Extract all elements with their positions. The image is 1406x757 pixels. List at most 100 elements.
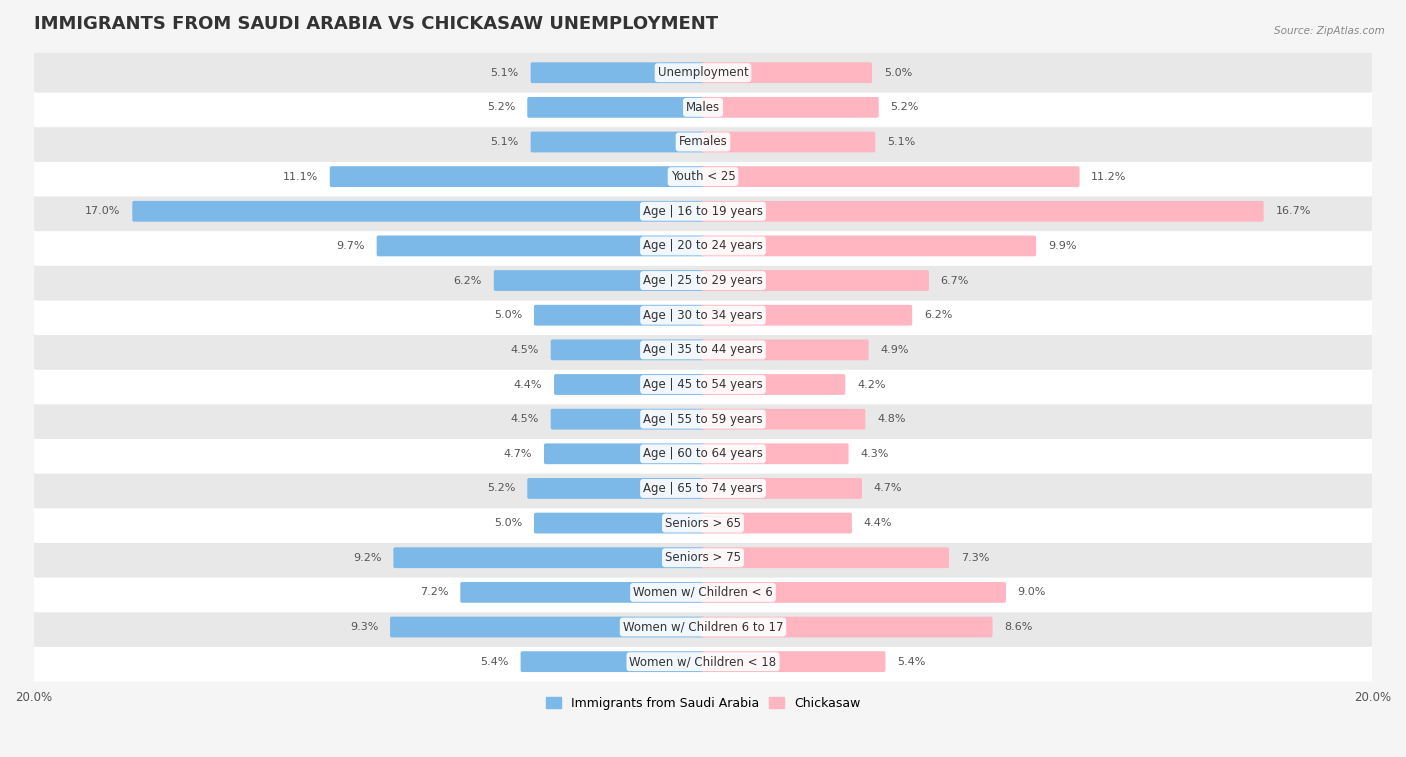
FancyBboxPatch shape xyxy=(32,330,1374,369)
FancyBboxPatch shape xyxy=(132,201,704,222)
FancyBboxPatch shape xyxy=(32,157,1374,197)
Text: 9.3%: 9.3% xyxy=(350,622,378,632)
FancyBboxPatch shape xyxy=(394,547,704,568)
FancyBboxPatch shape xyxy=(32,537,1374,578)
Text: 5.2%: 5.2% xyxy=(488,102,516,112)
FancyBboxPatch shape xyxy=(702,582,1005,603)
Text: Unemployment: Unemployment xyxy=(658,66,748,79)
Text: 8.6%: 8.6% xyxy=(1004,622,1032,632)
FancyBboxPatch shape xyxy=(702,547,949,568)
Text: 4.7%: 4.7% xyxy=(873,484,903,494)
FancyBboxPatch shape xyxy=(702,270,929,291)
FancyBboxPatch shape xyxy=(530,62,704,83)
Text: Age | 20 to 24 years: Age | 20 to 24 years xyxy=(643,239,763,252)
FancyBboxPatch shape xyxy=(32,469,1374,509)
Text: 6.2%: 6.2% xyxy=(924,310,952,320)
FancyBboxPatch shape xyxy=(551,409,704,429)
FancyBboxPatch shape xyxy=(530,132,704,152)
FancyBboxPatch shape xyxy=(32,260,1374,301)
Legend: Immigrants from Saudi Arabia, Chickasaw: Immigrants from Saudi Arabia, Chickasaw xyxy=(541,692,865,715)
Text: 9.0%: 9.0% xyxy=(1018,587,1046,597)
Text: 4.4%: 4.4% xyxy=(513,379,543,390)
Text: 5.0%: 5.0% xyxy=(494,518,522,528)
Text: Age | 30 to 34 years: Age | 30 to 34 years xyxy=(643,309,763,322)
FancyBboxPatch shape xyxy=(330,167,704,187)
Text: 5.0%: 5.0% xyxy=(494,310,522,320)
FancyBboxPatch shape xyxy=(32,503,1374,543)
FancyBboxPatch shape xyxy=(702,512,852,534)
FancyBboxPatch shape xyxy=(702,201,1264,222)
FancyBboxPatch shape xyxy=(32,295,1374,335)
Text: 4.8%: 4.8% xyxy=(877,414,905,424)
Text: 16.7%: 16.7% xyxy=(1275,206,1310,217)
Text: Women w/ Children 6 to 17: Women w/ Children 6 to 17 xyxy=(623,621,783,634)
Text: 5.2%: 5.2% xyxy=(488,484,516,494)
FancyBboxPatch shape xyxy=(702,235,1036,257)
FancyBboxPatch shape xyxy=(32,607,1374,647)
Text: Age | 45 to 54 years: Age | 45 to 54 years xyxy=(643,378,763,391)
Text: Women w/ Children < 18: Women w/ Children < 18 xyxy=(630,655,776,668)
Text: 4.5%: 4.5% xyxy=(510,345,538,355)
Text: 5.4%: 5.4% xyxy=(897,656,925,667)
Text: 7.2%: 7.2% xyxy=(420,587,449,597)
Text: Age | 65 to 74 years: Age | 65 to 74 years xyxy=(643,482,763,495)
FancyBboxPatch shape xyxy=(702,339,869,360)
Text: 4.2%: 4.2% xyxy=(858,379,886,390)
Text: 4.9%: 4.9% xyxy=(880,345,908,355)
Text: IMMIGRANTS FROM SAUDI ARABIA VS CHICKASAW UNEMPLOYMENT: IMMIGRANTS FROM SAUDI ARABIA VS CHICKASA… xyxy=(34,15,717,33)
FancyBboxPatch shape xyxy=(32,192,1374,231)
FancyBboxPatch shape xyxy=(527,478,704,499)
Text: 9.7%: 9.7% xyxy=(336,241,366,251)
FancyBboxPatch shape xyxy=(527,97,704,118)
FancyBboxPatch shape xyxy=(702,374,845,395)
Text: Age | 25 to 29 years: Age | 25 to 29 years xyxy=(643,274,763,287)
Text: 5.0%: 5.0% xyxy=(884,67,912,78)
Text: 9.2%: 9.2% xyxy=(353,553,381,562)
Text: Females: Females xyxy=(679,136,727,148)
Text: 4.4%: 4.4% xyxy=(863,518,893,528)
FancyBboxPatch shape xyxy=(702,444,849,464)
Text: Youth < 25: Youth < 25 xyxy=(671,170,735,183)
Text: 5.1%: 5.1% xyxy=(491,67,519,78)
Text: Source: ZipAtlas.com: Source: ZipAtlas.com xyxy=(1274,26,1385,36)
Text: 7.3%: 7.3% xyxy=(960,553,988,562)
FancyBboxPatch shape xyxy=(32,399,1374,439)
FancyBboxPatch shape xyxy=(32,122,1374,162)
Text: Seniors > 65: Seniors > 65 xyxy=(665,516,741,530)
Text: 4.7%: 4.7% xyxy=(503,449,533,459)
FancyBboxPatch shape xyxy=(460,582,704,603)
FancyBboxPatch shape xyxy=(702,651,886,672)
FancyBboxPatch shape xyxy=(32,572,1374,612)
FancyBboxPatch shape xyxy=(494,270,704,291)
Text: 5.1%: 5.1% xyxy=(887,137,915,147)
FancyBboxPatch shape xyxy=(702,617,993,637)
Text: 5.4%: 5.4% xyxy=(481,656,509,667)
Text: 5.2%: 5.2% xyxy=(890,102,918,112)
FancyBboxPatch shape xyxy=(32,87,1374,127)
Text: 4.5%: 4.5% xyxy=(510,414,538,424)
Text: 4.3%: 4.3% xyxy=(860,449,889,459)
FancyBboxPatch shape xyxy=(32,434,1374,474)
FancyBboxPatch shape xyxy=(554,374,704,395)
Text: Males: Males xyxy=(686,101,720,114)
Text: 5.1%: 5.1% xyxy=(491,137,519,147)
Text: 9.9%: 9.9% xyxy=(1047,241,1076,251)
FancyBboxPatch shape xyxy=(32,226,1374,266)
Text: Age | 16 to 19 years: Age | 16 to 19 years xyxy=(643,205,763,218)
Text: 11.1%: 11.1% xyxy=(283,172,318,182)
FancyBboxPatch shape xyxy=(32,642,1374,681)
Text: Age | 60 to 64 years: Age | 60 to 64 years xyxy=(643,447,763,460)
Text: Age | 35 to 44 years: Age | 35 to 44 years xyxy=(643,344,763,357)
Text: Women w/ Children < 6: Women w/ Children < 6 xyxy=(633,586,773,599)
Text: 11.2%: 11.2% xyxy=(1091,172,1126,182)
FancyBboxPatch shape xyxy=(551,339,704,360)
FancyBboxPatch shape xyxy=(520,651,704,672)
Text: 17.0%: 17.0% xyxy=(86,206,121,217)
FancyBboxPatch shape xyxy=(702,62,872,83)
FancyBboxPatch shape xyxy=(702,478,862,499)
FancyBboxPatch shape xyxy=(702,167,1080,187)
FancyBboxPatch shape xyxy=(702,409,865,429)
Text: 6.2%: 6.2% xyxy=(454,276,482,285)
FancyBboxPatch shape xyxy=(702,305,912,326)
FancyBboxPatch shape xyxy=(702,132,876,152)
